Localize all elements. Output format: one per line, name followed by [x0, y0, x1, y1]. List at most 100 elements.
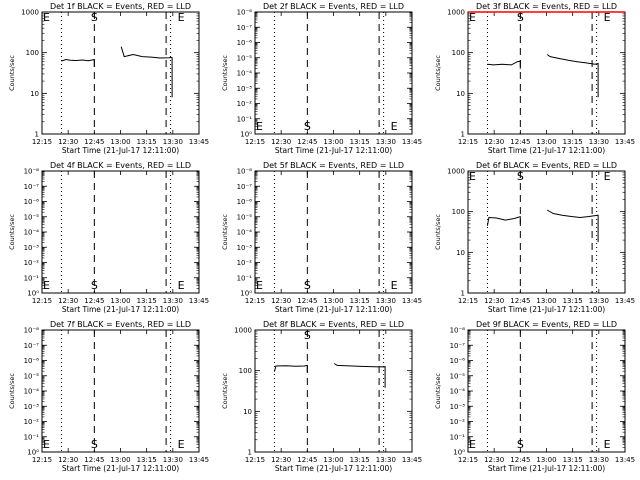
- x-tick-label: 13:45: [189, 138, 209, 146]
- x-tick-label: 12:45: [510, 138, 530, 146]
- y-tick-label: 10⁻³: [24, 244, 40, 252]
- chart-panel-6: Det 6f BLACK = Events, RED = LLD 12:15 12:…: [434, 161, 635, 314]
- time-marker-label: E: [178, 279, 185, 292]
- x-tick-label: 13:15: [137, 138, 157, 146]
- y-tick-label: 10⁻⁵: [237, 54, 253, 62]
- y-tick-label: 10⁻¹: [24, 274, 40, 282]
- x-tick-label: 13:30: [376, 297, 396, 305]
- x-tick-label: 12:45: [84, 456, 104, 464]
- y-tick-label: 10: [243, 408, 252, 416]
- y-tick-label: 10⁻⁶: [24, 198, 40, 206]
- x-tick-label: 13:45: [402, 456, 422, 464]
- x-tick-label: 13:15: [563, 456, 583, 464]
- time-marker-label: E: [391, 279, 398, 292]
- y-tick-label: 10⁻³: [24, 403, 40, 411]
- y-tick-label: 10⁻⁷: [450, 342, 466, 350]
- x-tick-label: 13:00: [323, 456, 343, 464]
- time-marker-label: S: [517, 438, 524, 451]
- chart-title: Det 6f BLACK = Events, RED = LLD: [476, 161, 617, 170]
- y-tick-label: 10⁻¹: [237, 274, 253, 282]
- x-tick-label: 13:45: [189, 297, 209, 305]
- y-tick-label: 1: [461, 131, 465, 139]
- x-axis-label: Start Time (21-Jul-17 12:11:00): [275, 146, 392, 155]
- x-tick-label: 13:15: [137, 297, 157, 305]
- y-tick-label: 10⁻⁵: [24, 213, 40, 221]
- chart-title: Det 8f BLACK = Events, RED = LLD: [263, 320, 404, 329]
- y-tick-label: 10⁰: [27, 290, 39, 298]
- y-tick-label: 10⁻⁶: [450, 357, 466, 365]
- time-marker-label: E: [469, 170, 476, 183]
- time-marker-label: E: [43, 438, 50, 451]
- y-tick-label: 10⁻²: [450, 418, 466, 426]
- x-tick-label: 12:15: [458, 138, 478, 146]
- y-tick-label: 10⁻⁸: [450, 327, 466, 335]
- y-tick-label: 100: [452, 49, 465, 57]
- x-tick-label: 13:30: [589, 297, 609, 305]
- y-tick-label: 10⁻³: [237, 244, 253, 252]
- x-tick-label: 13:15: [563, 138, 583, 146]
- y-tick-label: 10⁻²: [24, 259, 40, 267]
- chart-panel-5: Det 5f BLACK = Events, RED = LLD 12:15 12:…: [221, 161, 422, 314]
- y-tick-label: 10⁻²: [237, 100, 253, 108]
- time-marker-label: S: [91, 11, 98, 24]
- y-tick-label: 10⁻⁷: [237, 183, 253, 191]
- plot-frame: [254, 329, 413, 453]
- x-tick-label: 12:15: [458, 456, 478, 464]
- y-axis-label: Counts/sec: [8, 373, 16, 409]
- time-marker-label: S: [304, 329, 311, 342]
- y-tick-label: 10⁻⁷: [24, 183, 40, 191]
- y-tick-label: 10⁻⁸: [24, 327, 40, 335]
- y-axis-label: Counts/sec: [434, 214, 442, 250]
- time-marker-label: S: [517, 170, 524, 183]
- time-marker-label: E: [391, 120, 398, 133]
- time-marker-label: E: [256, 120, 263, 133]
- x-tick-label: 12:30: [58, 138, 78, 146]
- y-tick-label: 10⁻¹: [24, 433, 40, 441]
- series-line: [486, 216, 521, 226]
- y-tick-label: 10⁻³: [237, 85, 253, 93]
- y-axis-label: Counts/sec: [221, 373, 229, 409]
- x-tick-label: 12:45: [297, 297, 317, 305]
- y-tick-label: 10⁻⁴: [450, 388, 466, 396]
- y-tick-label: 10⁻⁴: [24, 229, 40, 237]
- x-tick-label: 12:30: [271, 297, 291, 305]
- y-tick-label: 10⁻³: [450, 403, 466, 411]
- plot-frame: [254, 170, 413, 294]
- x-tick-label: 12:15: [32, 138, 52, 146]
- time-marker-label: E: [256, 279, 263, 292]
- x-tick-label: 12:45: [297, 138, 317, 146]
- series-line: [333, 363, 386, 388]
- time-marker-label: E: [178, 11, 185, 24]
- x-tick-label: 12:15: [245, 138, 265, 146]
- x-tick-label: 13:45: [402, 138, 422, 146]
- x-tick-label: 13:30: [163, 297, 183, 305]
- x-tick-label: 13:30: [376, 138, 396, 146]
- chart-title: Det 3f BLACK = Events, RED = LLD: [476, 2, 617, 11]
- time-marker-label: E: [469, 11, 476, 24]
- x-tick-label: 13:15: [350, 456, 370, 464]
- plot-frame: [467, 170, 626, 294]
- plot-frame: [467, 11, 626, 135]
- x-tick-label: 13:00: [110, 297, 130, 305]
- x-tick-label: 13:45: [402, 297, 422, 305]
- x-tick-label: 13:30: [163, 456, 183, 464]
- x-axis-label: Start Time (21-Jul-17 12:11:00): [488, 464, 605, 473]
- x-tick-label: 12:45: [297, 456, 317, 464]
- x-tick-label: 13:00: [110, 138, 130, 146]
- y-tick-label: 1: [461, 290, 465, 298]
- y-axis-label: Counts/sec: [434, 373, 442, 409]
- x-tick-label: 13:30: [376, 456, 396, 464]
- x-axis-label: Start Time (21-Jul-17 12:11:00): [62, 146, 179, 155]
- series-line: [487, 60, 521, 69]
- chart-title: Det 9f BLACK = Events, RED = LLD: [476, 320, 617, 329]
- y-tick-label: 100: [26, 49, 39, 57]
- x-tick-label: 12:30: [271, 456, 291, 464]
- x-tick-label: 13:00: [536, 297, 556, 305]
- time-marker-label: E: [178, 438, 185, 451]
- y-tick-label: 10⁻⁶: [237, 198, 253, 206]
- x-tick-label: 12:30: [271, 138, 291, 146]
- series-line: [273, 364, 308, 373]
- x-tick-label: 13:00: [110, 456, 130, 464]
- time-marker-label: E: [469, 438, 476, 451]
- y-tick-label: 10⁻⁴: [237, 70, 253, 78]
